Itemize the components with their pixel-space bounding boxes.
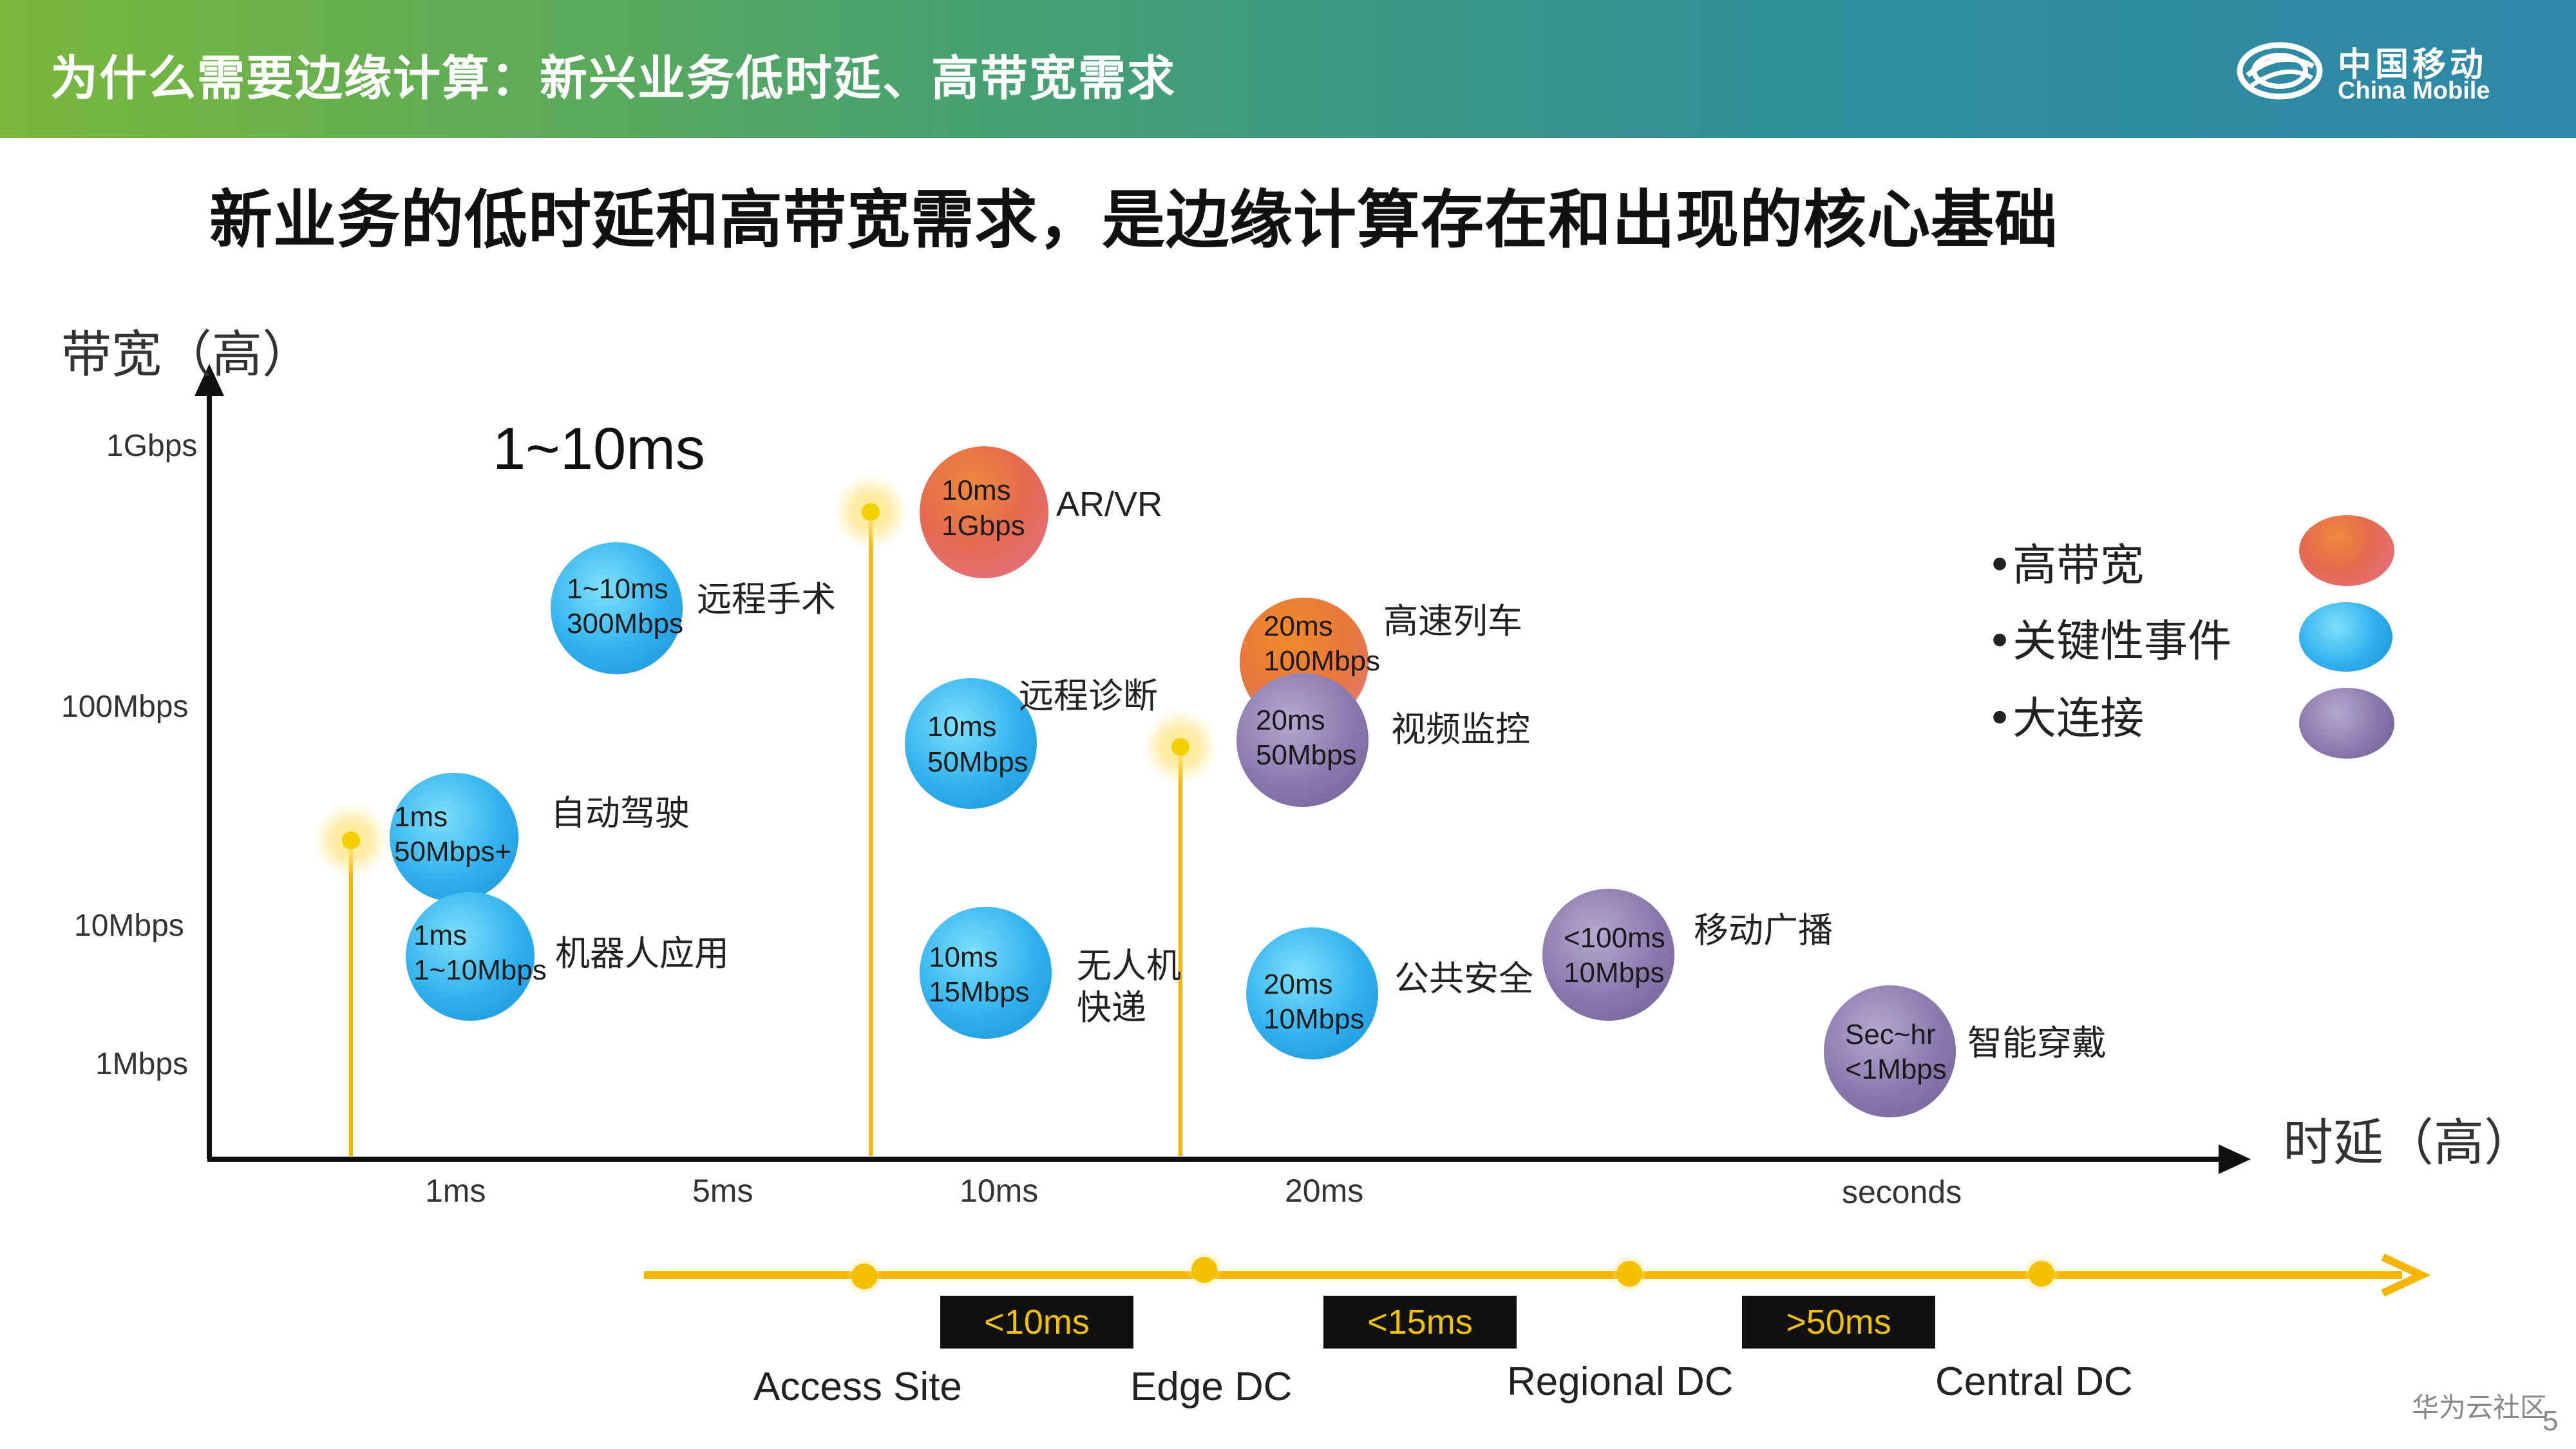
bubble-robotics-bandwidth: 1~10Mbps xyxy=(413,954,547,986)
bubble-ar-vr-bandwidth: 1Gbps xyxy=(942,510,1025,542)
bubble-ar-vr xyxy=(920,446,1048,578)
legend-swatch-massive-connection xyxy=(2299,688,2394,759)
bubble-smart-wearable-label: 智能穿戴 xyxy=(1967,1023,2107,1063)
bubble-robotics-latency: 1ms xyxy=(413,920,468,951)
bubble-mobile-broadcast-bandwidth: 10Mbps xyxy=(1564,957,1665,989)
bubble-ar-vr-label: AR/VR xyxy=(1056,485,1163,524)
legend-swatch-critical-event xyxy=(2299,602,2392,672)
x-tick-label: 20ms xyxy=(1285,1173,1364,1209)
bubble-remote-diagnosis-bandwidth: 50Mbps xyxy=(927,746,1028,778)
bubble-remote-diagnosis xyxy=(905,678,1037,809)
site-label-regional-dc: Regional DC xyxy=(1507,1359,1734,1404)
bubble-video-surveillance-bandwidth: 50Mbps xyxy=(1256,739,1357,771)
legend-bullet: • xyxy=(1987,694,2013,744)
deployment-arrow-head xyxy=(2381,1253,2431,1297)
latency-tag: <15ms xyxy=(1323,1296,1517,1349)
bubble-autonomous-driving-latency: 1ms xyxy=(394,801,448,833)
bubble-robotics-label: 机器人应用 xyxy=(555,933,729,974)
bubble-smart-wearable xyxy=(1824,985,1956,1117)
x-tick-label: 5ms xyxy=(692,1173,753,1209)
bubble-smart-wearable-latency: Sec~hr xyxy=(1845,1019,1936,1050)
x-tick-label: 10ms xyxy=(960,1173,1039,1209)
site-label-access-site: Access Site xyxy=(753,1365,962,1409)
bubble-remote-surgery xyxy=(551,542,683,674)
bubble-mobile-broadcast-label: 移动广播 xyxy=(1694,910,1833,951)
bubble-remote-surgery-latency: 1~10ms xyxy=(567,573,668,605)
beam-dot-3 xyxy=(1171,738,1189,756)
bubble-remote-surgery-bandwidth: 300Mbps xyxy=(567,608,684,639)
range-label: 1~10ms xyxy=(493,416,705,482)
x-axis-label: 时延（高） xyxy=(2283,1114,2535,1172)
china-mobile-logo: 中国移动 China Mobile xyxy=(2235,32,2505,109)
bubble-autonomous-driving-bandwidth: 50Mbps+ xyxy=(394,836,512,867)
slide-subtitle: 新业务的低时延和高带宽需求，是边缘计算存在和出现的核心基础 xyxy=(209,184,2059,257)
y-axis-arrow xyxy=(194,364,224,396)
bubble-autonomous-driving-label: 自动驾驶 xyxy=(551,793,690,833)
bubble-remote-surgery-label: 远程手术 xyxy=(697,579,836,620)
logo-text-cn: 中国移动 xyxy=(2338,46,2488,84)
bubble-smart-wearable-bandwidth: <1Mbps xyxy=(1845,1054,1947,1085)
bubble-high-speed-train-latency: 20ms xyxy=(1264,611,1333,642)
bubble-video-surveillance xyxy=(1236,673,1368,807)
legend-label: 高带宽 xyxy=(2012,540,2145,591)
bubble-mobile-broadcast-latency: <100ms xyxy=(1564,922,1665,954)
bubble-ar-vr-latency: 10ms xyxy=(942,475,1011,506)
legend-swatch-high-bandwidth xyxy=(2299,515,2394,586)
y-tick-label: 1Gbps xyxy=(106,429,198,463)
bubble-public-safety xyxy=(1246,927,1378,1059)
bubble-public-safety-latency: 20ms xyxy=(1264,969,1333,1000)
legend-item-critical-event: •关键性事件 xyxy=(1987,605,2231,669)
bubble-video-surveillance-latency: 20ms xyxy=(1256,705,1325,736)
y-tick-label: 10Mbps xyxy=(74,909,184,943)
bubble-drone-delivery-bandwidth: 15Mbps xyxy=(929,976,1030,1008)
legend-item-high-bandwidth: •高带宽 xyxy=(1987,529,2144,593)
bubble-drone-delivery xyxy=(920,907,1052,1039)
legend-label: 大连接 xyxy=(2012,694,2145,744)
y-tick-label: 100Mbps xyxy=(61,690,189,724)
legend-label: 关键性事件 xyxy=(2012,616,2232,667)
bubble-drone-delivery-label-line2: 快递 xyxy=(1077,987,1146,1028)
header-title: 为什么需要边缘计算：新兴业务低时延、高带宽需求 xyxy=(50,51,1176,106)
bubble-remote-diagnosis-label: 远程诊断 xyxy=(1019,676,1158,716)
bubble-public-safety-bandwidth: 10Mbps xyxy=(1264,1003,1365,1035)
logo-text-en: China Mobile xyxy=(2338,77,2490,104)
bubble-high-speed-train-label: 高速列车 xyxy=(1383,601,1522,641)
x-tick-label: seconds xyxy=(1842,1174,1962,1210)
y-axis-label: 带宽（高） xyxy=(61,326,313,384)
legend-bullet: • xyxy=(1987,616,2013,667)
x-tick-label: 1ms xyxy=(425,1173,486,1209)
x-axis-arrow xyxy=(2219,1144,2251,1174)
beam-dot-2 xyxy=(862,503,880,521)
bubble-drone-delivery-latency: 10ms xyxy=(929,942,998,973)
legend-bullet: • xyxy=(1987,540,2013,591)
latency-tag: >50ms xyxy=(1742,1296,1935,1349)
bubble-autonomous-driving xyxy=(390,773,518,902)
header-bar: 为什么需要边缘计算：新兴业务低时延、高带宽需求 中国移动 China Mobil… xyxy=(0,0,2576,138)
bubble-robotics xyxy=(406,892,535,1021)
latency-tag: <10ms xyxy=(940,1296,1133,1349)
bubble-mobile-broadcast xyxy=(1542,889,1674,1021)
site-label-central-dc: Central DC xyxy=(1935,1359,2133,1404)
china-mobile-logo-icon xyxy=(2237,42,2323,100)
bubble-public-safety-label: 公共安全 xyxy=(1394,958,1533,999)
watermark: 华为云社区 xyxy=(2412,1392,2548,1423)
bubble-remote-diagnosis-latency: 10ms xyxy=(927,711,997,743)
bubble-drone-delivery-label-line1: 无人机 xyxy=(1077,945,1181,986)
beam-dot-1 xyxy=(342,831,360,849)
page-number: 5 xyxy=(2543,1405,2559,1437)
legend-item-massive-connection: •大连接 xyxy=(1987,683,2144,746)
site-label-edge-dc: Edge DC xyxy=(1130,1365,1293,1409)
bubble-video-surveillance-label: 视频监控 xyxy=(1391,709,1530,750)
y-tick-label: 1Mbps xyxy=(95,1047,189,1081)
bubble-high-speed-train-bandwidth: 100Mbps xyxy=(1264,645,1381,677)
